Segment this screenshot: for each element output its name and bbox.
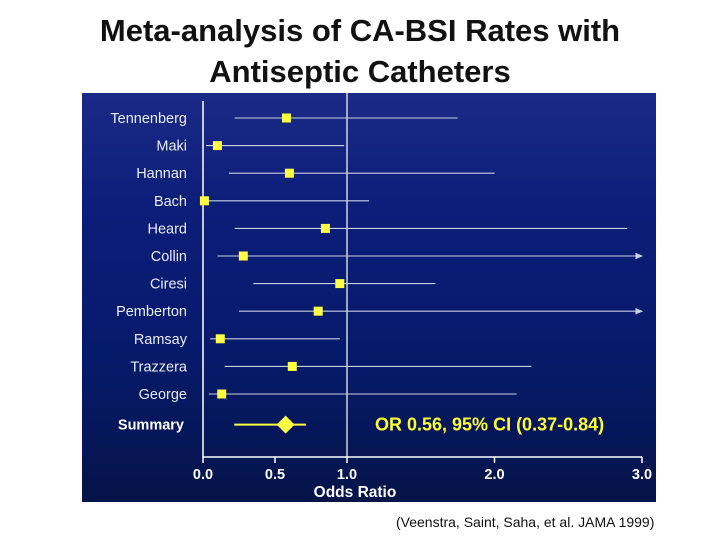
summary-label: Summary	[118, 418, 184, 434]
citation: (Veenstra, Saint, Saha, et al. JAMA 1999…	[396, 514, 655, 530]
x-axis-label: Odds Ratio	[314, 484, 397, 501]
title-line-1: Meta-analysis of CA-BSI Rates with	[99, 13, 621, 48]
x-tick-label: 2.0	[484, 467, 504, 483]
odds-ratio-marker	[212, 141, 222, 151]
odds-ratio-marker	[335, 279, 345, 289]
summary-annotation: OR 0.56, 95% CI (0.37-0.84)	[375, 415, 604, 435]
odds-ratio-marker	[238, 251, 248, 261]
study-label: Hannan	[136, 166, 187, 182]
study-label: Tennenberg	[110, 111, 187, 127]
odds-ratio-marker	[215, 334, 225, 344]
study-label: Bach	[154, 194, 187, 210]
study-label: Ramsay	[134, 332, 188, 348]
study-label: Collin	[151, 249, 187, 265]
study-label: George	[139, 387, 187, 403]
odds-ratio-marker	[217, 389, 227, 399]
study-label: Ciresi	[150, 277, 187, 293]
odds-ratio-marker	[282, 113, 292, 123]
slide-title: Meta-analysis of CA-BSI Rates with Antis…	[0, 10, 720, 92]
forest-plot: Tennenberg Maki Hannan Bach Heard Collin Cires…	[110, 93, 652, 501]
title-line-2: Antiseptic Catheters	[209, 54, 511, 89]
x-tick-label: 3.0	[632, 467, 652, 483]
odds-ratio-marker	[199, 196, 209, 206]
study-label: Heard	[148, 221, 188, 237]
x-tick-label: 1.0	[337, 467, 357, 483]
odds-ratio-marker	[313, 306, 323, 316]
forest-plot-panel: Tennenberg Maki Hannan Bach Heard Collin Cires…	[82, 93, 656, 502]
study-label: Trazzera	[130, 359, 188, 375]
summary-diamond	[276, 415, 295, 434]
odds-ratio-marker	[284, 168, 294, 178]
study-label: Maki	[156, 139, 187, 155]
study-label: Pemberton	[116, 304, 187, 320]
x-tick-label: 0.0	[193, 467, 213, 483]
odds-ratio-marker	[287, 361, 297, 371]
x-tick-label: 0.5	[265, 467, 285, 483]
odds-ratio-marker	[320, 223, 330, 233]
